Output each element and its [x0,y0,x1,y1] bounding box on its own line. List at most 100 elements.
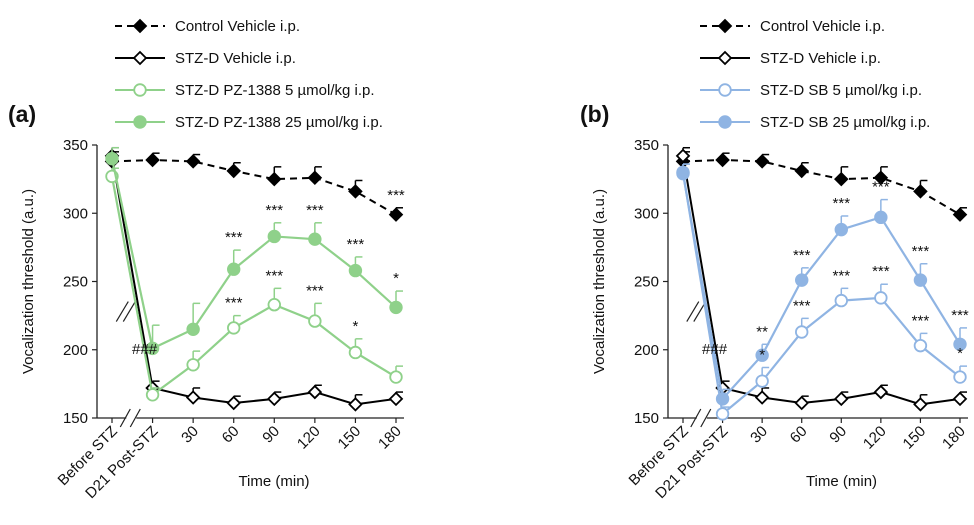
x-axis-break [119,408,131,428]
data-point [834,391,849,407]
x-tick-label: 120 [294,423,324,453]
data-point [913,397,928,412]
significance-label: * [759,346,765,363]
legend-marker [717,50,733,66]
data-point [755,374,769,388]
x-tick-label: 30 [178,423,202,447]
data-point [185,390,201,405]
data-point [348,397,363,412]
data-point [388,391,404,407]
significance-label: *** [225,229,243,246]
data-point [873,384,889,400]
data-point [267,298,281,312]
legend-marker [718,83,732,97]
data-point [794,163,809,179]
panel-a: (a) 150 200 250 300 350 Vocalization threshold… [8,18,405,502]
data-point [267,229,281,244]
x-tick-label: D21 Post-STZ [82,423,161,502]
legend-label: STZ-D Vehicle i.p. [760,50,881,67]
legend-label: Control Vehicle i.p. [760,18,885,35]
x-tick-label: 120 [860,423,890,453]
data-point [267,391,282,407]
legend-label: STZ-D Vehicle i.p. [175,50,296,67]
y-tick-label: 350 [634,137,659,154]
x-axis-label: Time (min) [238,473,309,490]
data-point [267,171,282,187]
panel-label: (a) [8,101,36,127]
significance-label: *** [306,282,324,299]
legend-label: STZ-D SB 5 µmol/kg i.p. [760,82,922,99]
data-point [227,262,241,276]
significance-label: *** [912,312,930,329]
series-line [681,172,961,416]
y-tick-label: 300 [63,205,88,222]
significance-label: *** [225,295,243,312]
significance-label: *** [387,187,405,204]
data-point [348,184,363,199]
series-3 [105,146,403,356]
data-point [952,207,968,222]
data-point [307,170,323,186]
data-point [834,171,849,187]
series-break [122,301,136,322]
y-axis-label: Vocalization threshold (a.u.) [20,189,37,374]
y-tick-label: 250 [634,274,659,291]
legend-item: STZ-D Vehicle i.p. [700,50,881,67]
significance-label: *** [872,263,890,280]
series-line [111,159,397,216]
legend-item: STZ-D SB 25 µmol/kg i.p. [700,114,930,131]
series-break [686,301,700,322]
significance-label: * [957,345,963,362]
data-point [913,184,928,199]
series-2 [105,167,403,402]
legend-marker [132,50,148,66]
data-point [715,152,730,168]
significance-label: *** [833,195,851,212]
significance-label: *** [266,202,284,219]
data-point [388,207,404,222]
series-0 [675,151,968,222]
data-point [715,392,730,406]
y-tick-label: 200 [634,342,659,359]
series-2 [676,163,967,421]
series-line [681,173,961,402]
significance-label: *** [872,179,890,196]
x-tick-label: 90 [826,423,850,447]
legend-item: STZ-D Vehicle i.p. [115,50,296,67]
x-tick-label: 90 [259,423,283,447]
x-tick-label: 150 [900,423,930,453]
legend-marker [132,18,148,34]
legend-item: STZ-D PZ-1388 25 µmol/kg i.p. [115,114,383,131]
x-axis-break [129,408,141,428]
data-point [145,388,160,402]
data-point [145,152,160,168]
legend-marker [133,83,147,97]
data-point [874,291,888,305]
series-1 [104,146,404,412]
data-point [953,337,967,351]
data-point [953,370,967,384]
x-tick-label: 60 [219,423,243,447]
significance-label: *** [793,297,811,314]
x-axis-break [690,408,702,428]
legend-item: STZ-D PZ-1388 5 µmol/kg i.p. [115,82,375,99]
data-point [874,210,888,225]
data-point [186,322,200,336]
y-tick-label: 150 [63,410,88,427]
series-0 [104,151,404,222]
data-point [794,395,809,411]
significance-label: *** [347,236,365,253]
data-point [873,170,889,186]
data-point [348,345,363,360]
significance-label: *** [833,267,851,284]
series-line [110,158,397,350]
series-line [682,159,961,216]
panel-b: (b) 150 200 250 300 350 Vocalization threshold… [580,18,969,502]
significance-label: * [393,270,399,287]
data-point [186,358,200,372]
data-point [227,321,241,335]
data-point [952,391,968,407]
y-axis-label: Vocalization threshold (a.u.) [591,189,608,374]
